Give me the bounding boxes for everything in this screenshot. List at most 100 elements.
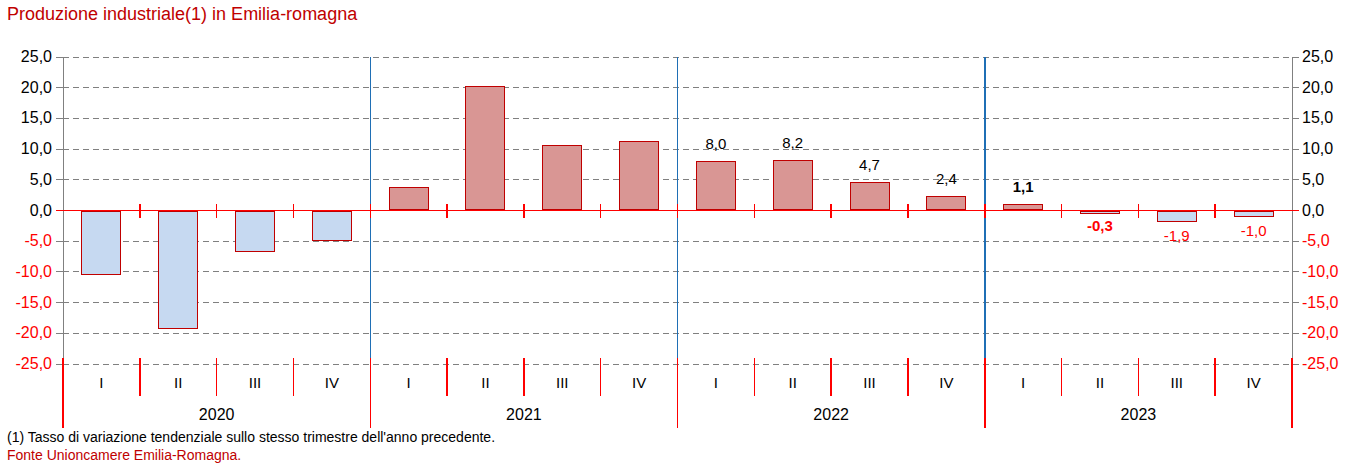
y-axis-label-right: -10,0 <box>1302 263 1354 281</box>
y-axis-label-right: 0,0 <box>1302 202 1354 220</box>
bar <box>619 141 659 211</box>
quarter-boundary-line <box>754 358 756 396</box>
quarter-label: I <box>696 374 736 391</box>
zero-line-tick <box>370 204 372 218</box>
zero-line-tick <box>984 204 986 218</box>
y-axis-tick-right <box>1292 364 1299 365</box>
zero-line-tick <box>446 204 448 218</box>
zero-line-tick <box>139 204 141 218</box>
bar <box>465 86 505 210</box>
y-axis-label-right: -15,0 <box>1302 294 1354 312</box>
quarter-boundary-line <box>830 358 832 396</box>
y-axis-tick-left <box>56 57 63 58</box>
year-boundary-line <box>370 358 372 428</box>
quarter-boundary-line <box>139 358 141 396</box>
zero-line-tick <box>907 204 909 218</box>
bar <box>1003 204 1043 211</box>
y-axis-label-left: 25,0 <box>0 48 52 66</box>
quarter-boundary-line <box>1138 358 1140 396</box>
y-axis-tick-left <box>56 149 63 150</box>
y-axis-label-left: -10,0 <box>0 263 52 281</box>
quarter-boundary-line <box>907 358 909 396</box>
bar <box>235 211 275 252</box>
y-axis-label-right: 25,0 <box>1302 48 1354 66</box>
quarter-label: II <box>465 374 505 391</box>
y-axis-label-left: 15,0 <box>0 109 52 127</box>
bar <box>81 211 121 275</box>
bar-chart-plot: 25,025,020,020,015,015,010,010,05,05,00,… <box>0 0 1354 432</box>
y-axis-tick-left <box>56 179 63 180</box>
quarter-label: II <box>773 374 813 391</box>
year-label: 2023 <box>1098 406 1178 424</box>
quarter-label: III <box>1157 374 1197 391</box>
y-axis-tick-right <box>1292 87 1299 88</box>
zero-line-tick <box>600 204 602 218</box>
y-axis-label-right: 10,0 <box>1302 140 1354 158</box>
y-axis-label-left: -15,0 <box>0 294 52 312</box>
year-boundary-line <box>1291 358 1293 428</box>
quarter-label: IV <box>1234 374 1274 391</box>
bar <box>1157 211 1197 223</box>
zero-line-tick <box>830 204 832 218</box>
y-axis-tick-left <box>56 333 63 334</box>
y-axis-tick-right <box>1292 241 1299 242</box>
zero-line-tick <box>1138 204 1140 218</box>
y-axis-tick-right <box>1292 179 1299 180</box>
zero-line-tick <box>1214 204 1216 218</box>
y-axis-label-left: 0,0 <box>0 202 52 220</box>
y-axis-tick-right <box>1292 302 1299 303</box>
quarter-boundary-line <box>600 358 602 396</box>
quarter-label: I <box>389 374 429 391</box>
quarter-label: II <box>158 374 198 391</box>
y-axis-label-left: -20,0 <box>0 324 52 342</box>
quarter-label: IV <box>926 374 966 391</box>
bar <box>389 187 429 211</box>
bar <box>696 161 736 210</box>
y-axis-tick-right <box>1292 333 1299 334</box>
quarter-boundary-line <box>293 358 295 396</box>
quarter-label: III <box>542 374 582 391</box>
y-axis-label-right: 5,0 <box>1302 171 1354 189</box>
value-label: 2,4 <box>916 170 976 187</box>
quarter-label: IV <box>619 374 659 391</box>
y-axis-tick-right <box>1292 149 1299 150</box>
bar <box>1234 211 1274 217</box>
quarter-boundary-line <box>523 358 525 396</box>
bar <box>1080 211 1120 214</box>
y-axis-tick-left <box>56 241 63 242</box>
bar <box>312 211 352 242</box>
y-axis-label-right: 20,0 <box>1302 79 1354 97</box>
value-label: 4,7 <box>840 156 900 173</box>
y-axis-label-right: -25,0 <box>1302 355 1354 373</box>
year-label: 2020 <box>177 406 257 424</box>
y-axis-label-left: -25,0 <box>0 355 52 373</box>
quarter-boundary-line <box>1214 358 1216 396</box>
quarter-boundary-line <box>446 358 448 396</box>
quarter-label: IV <box>312 374 352 391</box>
bar <box>926 196 966 211</box>
value-label: 8,2 <box>763 134 823 151</box>
source-note: Fonte Unioncamere Emilia-Romagna. <box>7 447 241 463</box>
y-axis-label-left: 20,0 <box>0 79 52 97</box>
y-axis-label-left: 5,0 <box>0 171 52 189</box>
quarter-boundary-line <box>216 358 218 396</box>
value-label: 1,1 <box>993 178 1053 195</box>
y-axis-tick-left <box>56 87 63 88</box>
bar <box>850 182 890 211</box>
zero-line-tick <box>216 204 218 218</box>
y-axis-tick-left <box>56 271 63 272</box>
value-label: 8,0 <box>686 135 746 152</box>
footnote: (1) Tasso di variazione tendenziale sull… <box>7 429 495 445</box>
year-boundary-line <box>677 358 679 428</box>
bar <box>773 160 813 210</box>
y-axis-label-left: 10,0 <box>0 140 52 158</box>
quarter-label: I <box>81 374 121 391</box>
y-axis-label-right: -20,0 <box>1302 324 1354 342</box>
bar <box>158 211 198 330</box>
bar <box>542 145 582 211</box>
year-label: 2022 <box>791 406 871 424</box>
y-axis-label-left: -5,0 <box>0 232 52 250</box>
quarter-boundary-line <box>1061 358 1063 396</box>
quarter-label: III <box>850 374 890 391</box>
zero-line-tick <box>293 204 295 218</box>
